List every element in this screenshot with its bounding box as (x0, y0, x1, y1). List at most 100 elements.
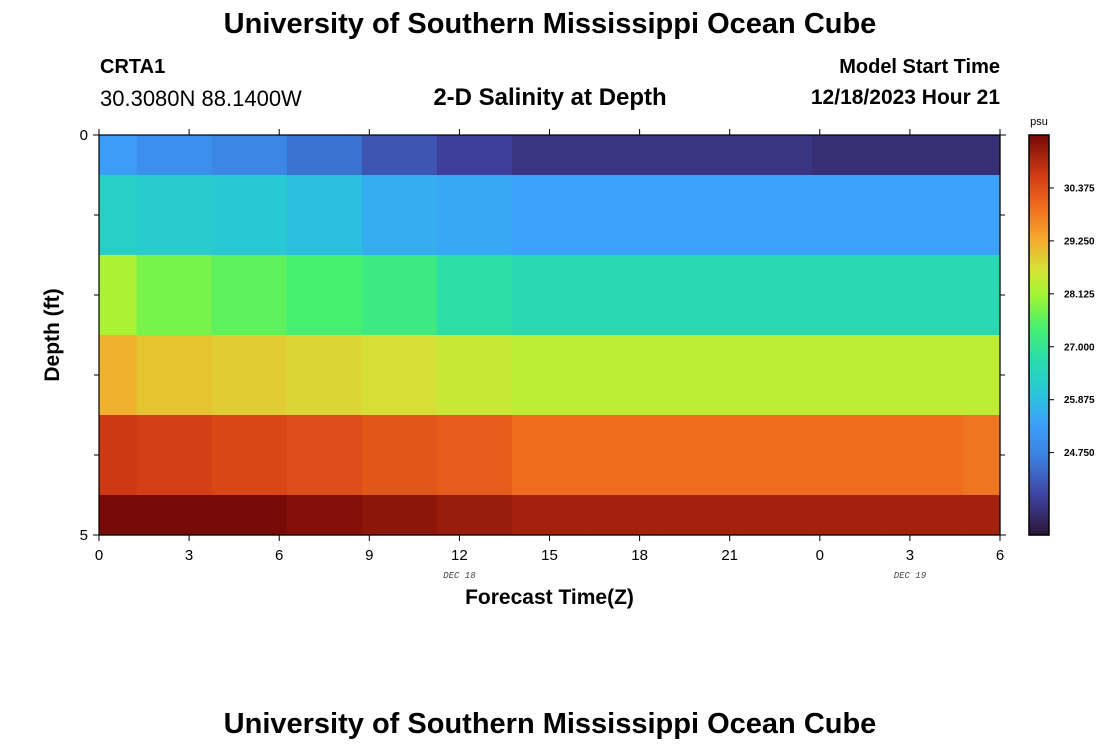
colorbar-segment (1029, 435, 1049, 440)
colorbar-segment (1029, 191, 1049, 196)
colorbar-segment (1029, 427, 1049, 432)
colorbar-segment (1029, 279, 1049, 284)
colorbar-segment (1029, 307, 1049, 312)
colorbar-segment (1029, 155, 1049, 160)
colorbar-segment (1029, 363, 1049, 368)
colorbar-segment (1029, 183, 1049, 188)
heatmap-cell (812, 415, 888, 496)
heatmap-cell (361, 415, 438, 496)
heatmap-cell (962, 175, 1001, 256)
heatmap-cell (436, 135, 513, 176)
heatmap-cell (737, 335, 813, 416)
colorbar-segment (1029, 223, 1049, 228)
heatmap-cell (211, 175, 288, 256)
heatmap-cell (211, 255, 288, 336)
heatmap-cell (136, 175, 213, 256)
colorbar-segment (1029, 167, 1049, 172)
heatmap-cell (361, 255, 438, 336)
colorbar-segment (1029, 503, 1049, 508)
heatmap-cell (662, 495, 738, 536)
heatmap-cell (812, 135, 888, 176)
colorbar-segment (1029, 471, 1049, 476)
colorbar-segment (1029, 195, 1049, 200)
heatmap-cell (887, 175, 964, 256)
y-tick-label: 5 (80, 527, 88, 544)
colorbar-segment (1029, 523, 1049, 528)
station-id: CRTA1 (100, 56, 166, 78)
colorbar (1029, 135, 1049, 536)
colorbar-segment (1029, 219, 1049, 224)
colorbar-segment (1029, 275, 1049, 280)
heatmap-cell (962, 255, 1001, 336)
colorbar-segment (1029, 463, 1049, 468)
colorbar-segment (1029, 239, 1049, 244)
x-tick-label: 0 (95, 547, 103, 564)
heatmap-cell (887, 255, 964, 336)
colorbar-segment (1029, 359, 1049, 364)
colorbar-segment (1029, 343, 1049, 348)
heatmap-cell (136, 495, 213, 536)
colorbar-segment (1029, 399, 1049, 404)
heatmap-cell (99, 335, 138, 416)
x-tick-label: 3 (906, 547, 914, 564)
colorbar-segment (1029, 527, 1049, 532)
colorbar-segment (1029, 323, 1049, 328)
colorbar-segment (1029, 483, 1049, 488)
heatmap-cell (511, 255, 588, 336)
heatmap-cell (99, 495, 138, 536)
colorbar-segment (1029, 479, 1049, 484)
heatmap-cell (99, 415, 138, 496)
station-coordinates: 30.3080N 88.1400W (100, 86, 302, 111)
heatmap-cell (361, 335, 438, 416)
x-tick-label: 12 (451, 547, 468, 564)
x-tick-label: 0 (816, 547, 824, 564)
colorbar-segment (1029, 267, 1049, 272)
model-start-label: Model Start Time (839, 56, 1000, 78)
colorbar-segment (1029, 515, 1049, 520)
colorbar-segment (1029, 375, 1049, 380)
heatmap-cell (737, 135, 813, 176)
colorbar-segment (1029, 507, 1049, 512)
heatmap-cell (662, 335, 738, 416)
colorbar-segment (1029, 295, 1049, 300)
heatmap-cell (436, 415, 513, 496)
heatmap-cell (887, 415, 964, 496)
colorbar-segment (1029, 531, 1049, 536)
colorbar-segment (1029, 199, 1049, 204)
colorbar-segment (1029, 211, 1049, 216)
colorbar-segment (1029, 243, 1049, 248)
colorbar-segment (1029, 283, 1049, 288)
colorbar-segment (1029, 143, 1049, 148)
colorbar-segment (1029, 291, 1049, 296)
colorbar-segment (1029, 499, 1049, 504)
heatmap-cell (436, 335, 513, 416)
heatmap-cell (99, 255, 138, 336)
heatmap-cell (511, 335, 588, 416)
heatmap-cell (99, 175, 138, 256)
heatmap-cell (587, 175, 663, 256)
colorbar-segment (1029, 367, 1049, 372)
x-tick-label: 21 (721, 547, 738, 564)
heatmap-cell (436, 495, 513, 536)
colorbar-segment (1029, 159, 1049, 164)
heatmap-cell (136, 135, 213, 176)
colorbar-segment (1029, 207, 1049, 212)
colorbar-unit: psu (1030, 116, 1048, 128)
page-title: University of Southern Mississippi Ocean… (223, 8, 877, 40)
colorbar-segment (1029, 139, 1049, 144)
colorbar-segment (1029, 395, 1049, 400)
colorbar-segment (1029, 147, 1049, 152)
heatmap-cell (361, 175, 438, 256)
colorbar-segment (1029, 419, 1049, 424)
x-tick-label: 6 (996, 547, 1004, 564)
colorbar-segment (1029, 415, 1049, 420)
heatmap-cell (361, 495, 438, 536)
colorbar-segment (1029, 439, 1049, 444)
heatmap-cell (286, 175, 363, 256)
colorbar-frame (1028, 134, 1050, 536)
colorbar-segment (1029, 355, 1049, 360)
colorbar-segment (1029, 255, 1049, 260)
heatmap-cell (211, 135, 288, 176)
colorbar-segment (1029, 287, 1049, 292)
